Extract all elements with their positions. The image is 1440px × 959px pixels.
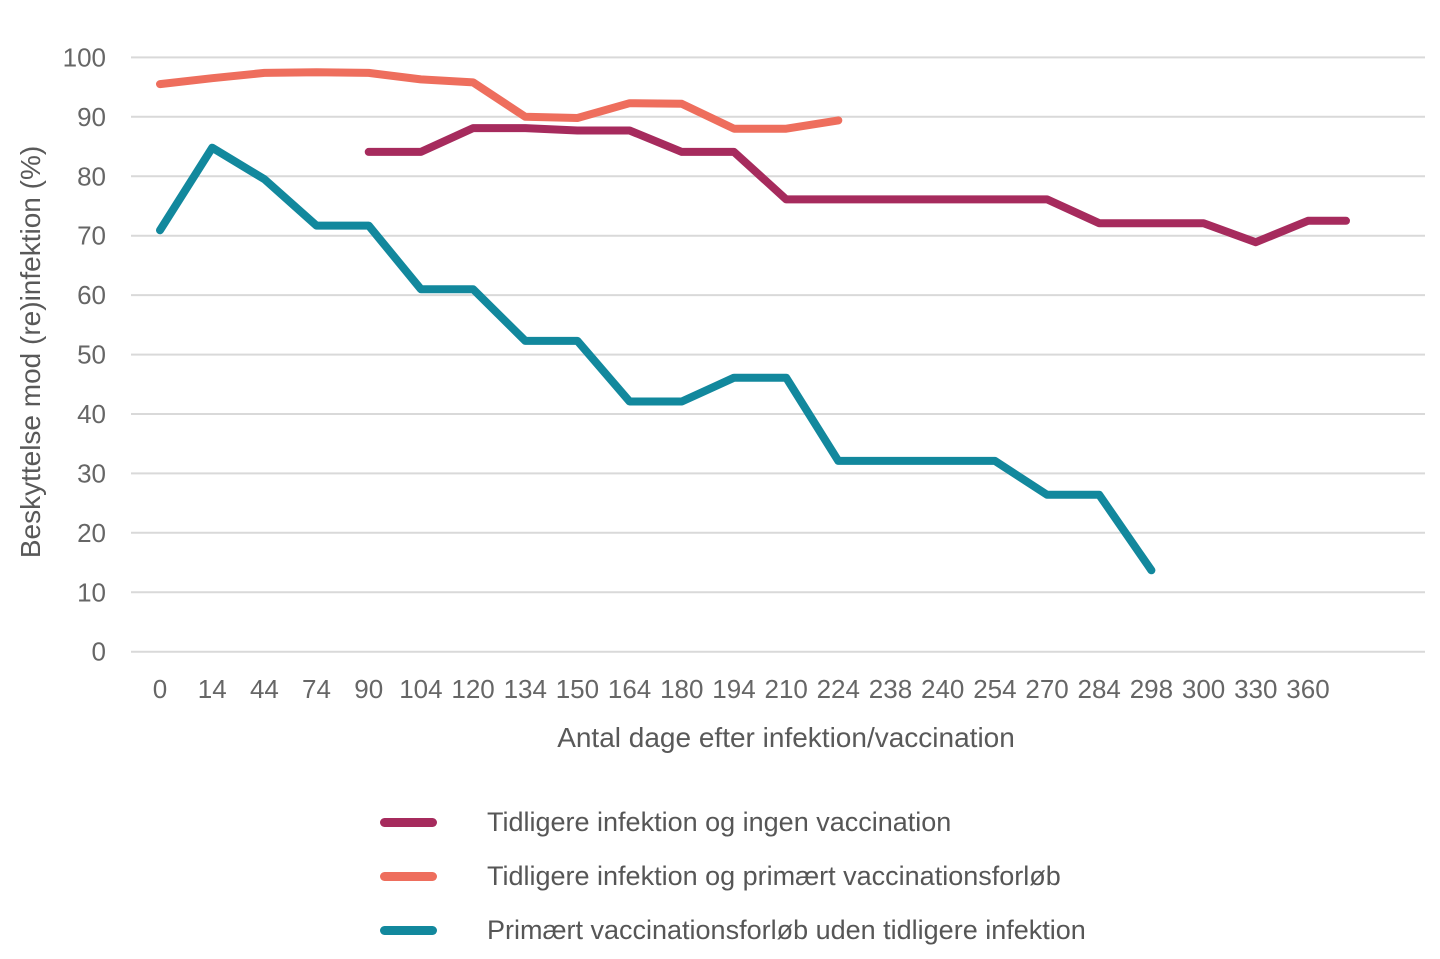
x-tick-label: 254 xyxy=(973,674,1016,704)
x-tick-label: 360 xyxy=(1286,674,1329,704)
y-tick-label: 90 xyxy=(77,102,106,132)
legend-swatch xyxy=(380,925,437,935)
legend-item: Tidligere infektion og ingen vaccination xyxy=(380,795,1440,849)
x-axis-tick-labels: 0 14 44 74 90 104 120 134 150 164 180 194 210 224 238 2… xyxy=(153,674,1330,704)
x-tick-label: 298 xyxy=(1130,674,1173,704)
line-chart: 0 10 20 30 40 50 60 70 80 90 100 0 14 44 74 90 104 120 13… xyxy=(15,42,1425,753)
x-tick-label: 210 xyxy=(765,674,808,704)
x-tick-label: 14 xyxy=(198,674,227,704)
y-tick-label: 60 xyxy=(77,280,106,310)
x-tick-label: 238 xyxy=(869,674,912,704)
x-tick-label: 120 xyxy=(451,674,494,704)
legend-item: Tidligere infektion og primært vaccinati… xyxy=(380,849,1440,903)
x-tick-label: 44 xyxy=(250,674,279,704)
x-tick-label: 330 xyxy=(1234,674,1277,704)
x-tick-label: 164 xyxy=(608,674,651,704)
legend-swatch xyxy=(380,817,437,827)
x-axis-title: Antal dage efter infektion/vaccination xyxy=(557,722,1015,753)
legend-swatch xyxy=(380,871,437,881)
y-tick-label: 70 xyxy=(77,221,106,251)
x-tick-label: 194 xyxy=(712,674,755,704)
y-tick-label: 10 xyxy=(77,577,106,607)
y-tick-label: 40 xyxy=(77,399,106,429)
series-line xyxy=(156,143,1156,575)
legend-item: Primært vaccinationsforløb uden tidliger… xyxy=(380,903,1440,957)
x-tick-label: 104 xyxy=(399,674,442,704)
gridlines xyxy=(131,56,1425,653)
y-tick-label: 50 xyxy=(77,340,106,370)
x-tick-label: 284 xyxy=(1078,674,1121,704)
series-line xyxy=(364,124,1350,247)
y-tick-label: 80 xyxy=(77,161,106,191)
x-tick-label: 134 xyxy=(504,674,547,704)
x-tick-label: 74 xyxy=(302,674,331,704)
legend-label: Tidligere infektion og primært vaccinati… xyxy=(487,860,1061,891)
legend-label: Tidligere infektion og ingen vaccination xyxy=(487,806,952,837)
legend-label: Primært vaccinationsforløb uden tidliger… xyxy=(487,914,1086,945)
legend: Tidligere infektion og ingen vaccination… xyxy=(380,795,1440,957)
x-tick-label: 90 xyxy=(354,674,383,704)
x-tick-label: 150 xyxy=(556,674,599,704)
series-lines xyxy=(156,68,1350,575)
x-tick-label: 240 xyxy=(921,674,964,704)
y-axis-title: Beskyttelse mod (re)infektion (%) xyxy=(15,146,46,558)
x-tick-label: 270 xyxy=(1025,674,1068,704)
y-axis-tick-labels: 0 10 20 30 40 50 60 70 80 90 100 xyxy=(63,42,106,666)
x-tick-label: 224 xyxy=(817,674,860,704)
y-tick-label: 0 xyxy=(92,637,106,667)
series-line xyxy=(156,68,843,133)
x-tick-label: 180 xyxy=(660,674,703,704)
y-tick-label: 20 xyxy=(77,518,106,548)
x-tick-label: 300 xyxy=(1182,674,1225,704)
x-tick-label: 0 xyxy=(153,674,167,704)
y-tick-label: 30 xyxy=(77,458,106,488)
y-tick-label: 100 xyxy=(63,42,106,72)
